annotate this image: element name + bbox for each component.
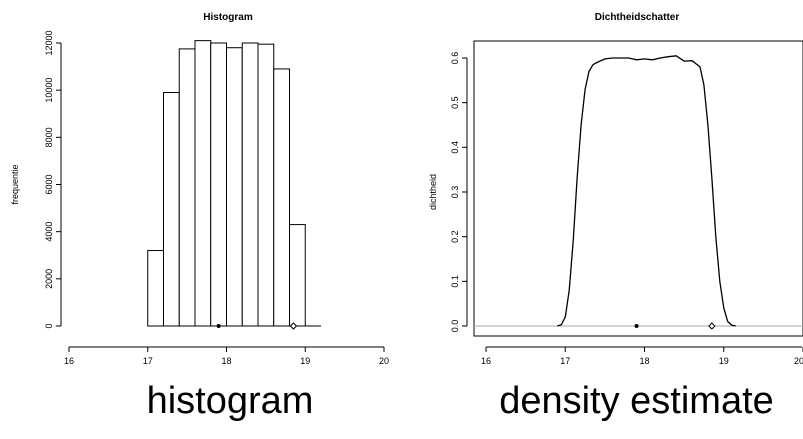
marker-filled-dot <box>216 324 221 328</box>
plot-frame <box>473 40 803 337</box>
y-tick-label: 6000 <box>44 174 54 194</box>
y-tick-label: 0.3 <box>450 186 460 199</box>
x-tick-label: 20 <box>379 356 389 366</box>
histogram-bar <box>241 42 259 327</box>
x-tick-label: 16 <box>64 356 74 366</box>
marker-filled-dot <box>634 324 639 328</box>
y-tick-label: 10000 <box>44 78 54 103</box>
density-curve <box>557 55 736 327</box>
x-tick-label: 17 <box>560 356 570 366</box>
y-tick-label: 12000 <box>44 30 54 55</box>
x-tick-label: 18 <box>221 356 231 366</box>
y-tick-label: 0.4 <box>450 141 460 154</box>
caption-histogram: histogram <box>146 380 314 422</box>
y-tick-label: 2000 <box>44 269 54 289</box>
chart-title-histogram: Histogram <box>203 12 253 23</box>
y-tick-label: 0 <box>44 323 54 328</box>
x-tick-label: 19 <box>300 356 310 366</box>
histogram-bar <box>194 40 212 327</box>
y-tick-label: 0.2 <box>450 230 460 243</box>
histogram-bar <box>210 42 227 327</box>
histogram-bar <box>273 68 290 327</box>
histogram-bar <box>257 43 275 327</box>
marker-open-diamond <box>708 322 716 330</box>
charts-canvas: Histogram1617181920R02000400060008000100… <box>10 12 803 388</box>
histogram-bar <box>147 250 164 327</box>
x-tick-label: 18 <box>639 356 649 366</box>
histogram-bar <box>178 48 196 327</box>
caption-density-estimate: density estimate <box>499 380 774 422</box>
histogram-bar <box>226 47 243 327</box>
y-tick-label: 0.0 <box>450 320 460 333</box>
histogram-bar <box>289 224 306 327</box>
x-tick-label: 16 <box>481 356 491 366</box>
x-tick-label: 17 <box>143 356 153 366</box>
x-tick-label: 19 <box>719 356 729 366</box>
y-axis-label: frequentie <box>10 164 20 204</box>
x-tick-label: 20 <box>794 356 803 366</box>
marker-open-diamond <box>289 322 298 330</box>
histogram-bar <box>163 92 180 327</box>
y-tick-label: 4000 <box>44 222 54 242</box>
y-tick-label: 8000 <box>44 127 54 147</box>
y-tick-label: 0.1 <box>450 275 460 288</box>
y-tick-label: 0.6 <box>450 52 460 65</box>
y-tick-label: 0.5 <box>450 96 460 109</box>
y-axis-label: dichtheid <box>428 174 438 210</box>
chart-title-density: Dichtheidschatter <box>595 12 680 23</box>
